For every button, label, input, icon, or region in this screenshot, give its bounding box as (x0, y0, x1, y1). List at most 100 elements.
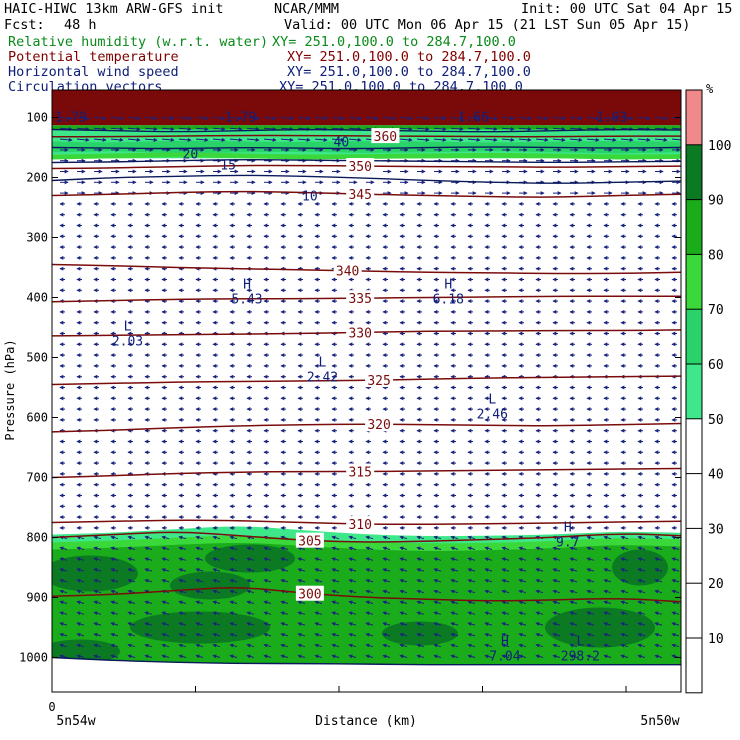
wind-vector (348, 116, 362, 121)
wind-vector (501, 611, 510, 616)
wind-vector (433, 557, 442, 562)
wind-vector (59, 600, 68, 605)
colorbar-band (686, 364, 702, 419)
wind-vector (654, 622, 663, 626)
wind-vector (212, 546, 221, 551)
wind-contour-label: 1.79 (225, 110, 256, 125)
wind-vector (348, 127, 362, 132)
wind-vector (212, 654, 221, 659)
wind-vector (637, 611, 646, 616)
theta-label-bg (346, 186, 375, 202)
wind-vector (654, 654, 663, 659)
wind-vector (195, 568, 204, 572)
wind-vector (59, 643, 68, 648)
wind-vector (348, 568, 357, 572)
wind-vector (484, 127, 498, 132)
wind-vector (161, 611, 170, 616)
wind-vector (297, 137, 311, 142)
wind-vector (110, 535, 119, 540)
wind-vector (212, 127, 226, 132)
extremum-value: 2.42 (307, 371, 338, 386)
wind-vector (671, 632, 680, 637)
wind-vector (603, 137, 617, 142)
wind-vector (586, 116, 600, 121)
field-xy-theta: XY= 251.0,100.0 to 284.7,100.0 (287, 49, 531, 65)
colorbar-tick-label: 20 (708, 577, 724, 592)
wind-vector (637, 568, 646, 572)
wind-vector (76, 589, 85, 594)
wind-vector (59, 546, 68, 551)
extremum-value: 7.04 (489, 650, 520, 665)
wind-vector (331, 116, 345, 121)
wind-vector (314, 622, 323, 626)
wind-vector (467, 578, 476, 583)
theta-label: 330 (348, 326, 371, 341)
wind-vector (161, 137, 175, 142)
wind-vector (314, 568, 323, 572)
wind-vector (76, 137, 90, 142)
wind-vector (467, 632, 476, 637)
extremum-marker: H (564, 521, 572, 536)
colorbar-band (686, 254, 702, 310)
wind-vector (535, 127, 549, 132)
wind-vector (620, 654, 629, 659)
wind-vector (348, 632, 357, 637)
colorbar-tick-label: 30 (708, 522, 724, 537)
wind-vector (297, 632, 306, 637)
wind-vector (314, 116, 328, 121)
wind-vector (603, 589, 612, 594)
theta-line-360 (52, 134, 681, 138)
wind-vector (195, 643, 204, 648)
wind-vector (518, 643, 527, 648)
wind-vector (620, 137, 634, 142)
wind-vector (348, 578, 357, 583)
wind-vector (365, 622, 374, 626)
wind-vector (603, 557, 612, 562)
colorbar-tick-label: 90 (708, 194, 724, 209)
wind-vector (654, 546, 663, 551)
wind-speed-line (52, 656, 681, 666)
wind-vector (501, 654, 510, 659)
wind-speed-line (52, 128, 681, 133)
wind-vector (263, 632, 272, 637)
wind-vector (586, 535, 595, 540)
wind-vector (433, 611, 442, 616)
wind-vector (246, 578, 255, 583)
wind-vector (110, 116, 124, 121)
wind-vector (654, 127, 668, 132)
extremum-marker: L (488, 393, 496, 408)
wind-vector (93, 546, 102, 551)
wind-vector (195, 137, 209, 142)
wind-vector (467, 557, 476, 562)
theta-label: 325 (367, 374, 390, 389)
wind-vector (569, 611, 578, 616)
wind-vector (569, 589, 578, 594)
wind-vector (654, 600, 663, 605)
theta-label: 320 (367, 418, 390, 433)
wind-vector (280, 643, 289, 648)
wind-vector (637, 589, 646, 594)
wind-vector (603, 546, 612, 551)
wind-vector (178, 127, 192, 132)
wind-vector (331, 127, 345, 132)
extremum-marker: L (124, 320, 132, 335)
wind-vector (603, 622, 612, 626)
wind-vector (314, 578, 323, 583)
extremum-value: 6.18 (433, 293, 464, 308)
wind-vector (263, 127, 277, 132)
theta-label: 350 (348, 160, 371, 175)
wind-vector (552, 654, 561, 659)
wind-vector (416, 546, 425, 551)
wind-vector (297, 546, 306, 551)
wind-vector (450, 654, 459, 659)
wind-vector (535, 546, 544, 551)
wind-vector (671, 546, 680, 551)
wind-vector (110, 127, 124, 132)
y-tick-label: 800 (26, 531, 48, 545)
wind-vector (314, 611, 323, 616)
theta-label: 340 (336, 265, 359, 280)
wind-vector (229, 127, 243, 132)
wind-contour-label: 15 (220, 158, 236, 173)
wind-vector (433, 578, 442, 583)
